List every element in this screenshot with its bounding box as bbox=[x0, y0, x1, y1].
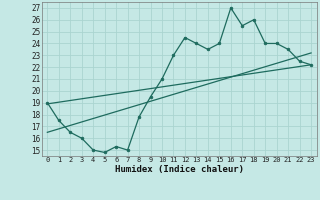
X-axis label: Humidex (Indice chaleur): Humidex (Indice chaleur) bbox=[115, 165, 244, 174]
